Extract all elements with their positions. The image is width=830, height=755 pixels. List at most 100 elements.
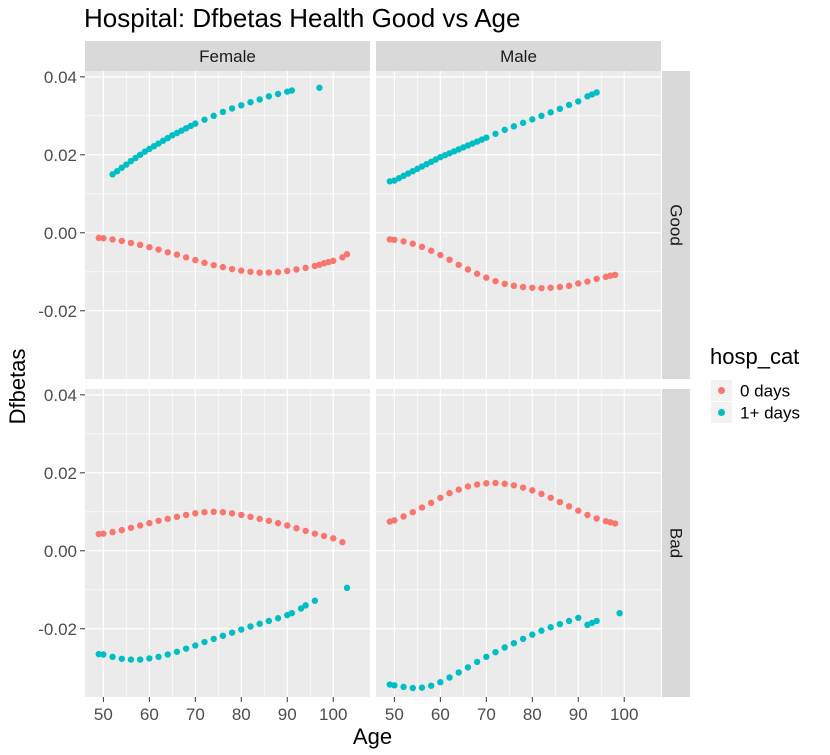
- point-0-days-female-bad: [320, 532, 328, 540]
- point-0-days-male-bad: [400, 513, 407, 520]
- point-1-days-male-bad: [593, 617, 600, 625]
- point-0-days-female-bad: [136, 522, 144, 529]
- point-1-days-female-good: [219, 108, 227, 116]
- point-1-days-female-bad: [288, 609, 296, 617]
- point-1-days-male-good: [556, 105, 564, 113]
- point-0-days-female-good: [339, 254, 346, 261]
- y-tick-label: 0.04: [44, 68, 77, 87]
- point-0-days-female-good: [284, 267, 291, 275]
- point-0-days-male-bad: [437, 494, 444, 501]
- point-1-days-male-bad: [510, 639, 518, 647]
- point-1-days-female-bad: [219, 632, 227, 639]
- legend-title: hosp_cat: [710, 344, 799, 369]
- point-1-days-male-bad: [427, 682, 435, 689]
- point-1-days-female-bad: [343, 584, 351, 592]
- strip-label-good: Good: [667, 204, 686, 246]
- point-1-days-female-good: [118, 164, 125, 171]
- point-0-days-male-bad: [538, 490, 545, 498]
- point-1-days-female-good: [256, 96, 263, 103]
- point-0-days-male-bad: [464, 483, 472, 490]
- point-1-days-female-bad: [238, 626, 245, 633]
- x-tick-label: 70: [186, 705, 205, 724]
- point-1-days-female-good: [146, 145, 153, 153]
- x-tick-label: 60: [140, 705, 159, 724]
- y-tick-label: -0.02: [38, 620, 77, 639]
- point-1-days-female-bad: [265, 617, 273, 625]
- point-1-days-male-bad: [616, 609, 623, 617]
- point-1-days-female-good: [141, 148, 148, 155]
- point-0-days-female-bad: [238, 511, 245, 519]
- point-0-days-male-bad: [575, 507, 582, 514]
- point-1-days-female-bad: [173, 648, 181, 655]
- point-0-days-female-bad: [256, 515, 263, 523]
- point-0-days-female-bad: [274, 519, 282, 527]
- point-1-days-female-good: [210, 112, 217, 120]
- strip-bad: [662, 389, 690, 697]
- point-1-days-male-bad: [575, 614, 582, 622]
- point-0-days-female-good: [201, 259, 208, 267]
- point-1-days-male-good: [501, 126, 508, 134]
- point-0-days-male-good: [510, 282, 518, 290]
- point-0-days-male-good: [386, 236, 393, 243]
- point-0-days-female-bad: [95, 530, 102, 538]
- point-0-days-male-bad: [418, 504, 426, 511]
- point-0-days-male-good: [400, 238, 407, 245]
- point-0-days-female-good: [256, 269, 263, 276]
- point-1-days-female-bad: [127, 656, 135, 663]
- point-0-days-female-good: [210, 261, 217, 269]
- point-1-days-female-bad: [311, 597, 319, 604]
- point-1-days-female-bad: [182, 645, 190, 652]
- point-1-days-male-bad: [400, 683, 407, 691]
- point-0-days-female-bad: [311, 530, 319, 537]
- point-1-days-male-bad: [538, 627, 545, 634]
- point-0-days-female-good: [109, 236, 116, 243]
- point-0-days-male-bad: [611, 520, 619, 527]
- point-0-days-female-good: [192, 256, 199, 264]
- strip-label-bad: Bad: [667, 528, 686, 558]
- point-1-days-female-bad: [297, 605, 305, 612]
- point-1-days-male-good: [529, 116, 536, 123]
- point-1-days-female-good: [113, 167, 121, 175]
- point-1-days-male-bad: [492, 648, 499, 656]
- x-tick-label: 60: [431, 705, 450, 724]
- point-0-days-male-bad: [547, 494, 554, 501]
- point-1-days-female-good: [150, 143, 158, 150]
- point-0-days-male-good: [455, 261, 462, 268]
- point-1-days-female-good: [136, 151, 144, 159]
- point-0-days-male-good: [538, 284, 545, 292]
- point-0-days-female-bad: [164, 515, 171, 523]
- x-tick-label: 100: [610, 705, 638, 724]
- point-1-days-male-bad: [437, 678, 444, 686]
- point-0-days-male-good: [427, 247, 435, 254]
- point-0-days-male-bad: [501, 480, 508, 487]
- point-0-days-female-good: [136, 241, 144, 249]
- point-0-days-female-good: [173, 251, 181, 258]
- point-0-days-female-good: [164, 249, 171, 256]
- point-0-days-female-good: [238, 267, 245, 274]
- point-0-days-female-good: [228, 265, 236, 273]
- point-0-days-female-bad: [284, 522, 291, 529]
- point-0-days-male-bad: [455, 486, 462, 493]
- point-0-days-male-bad: [427, 499, 435, 507]
- point-0-days-male-bad: [565, 503, 573, 510]
- y-tick-label: 0.00: [44, 224, 77, 243]
- point-1-days-male-bad: [391, 682, 398, 689]
- panel-male-bad: [376, 389, 661, 697]
- point-0-days-male-bad: [584, 511, 591, 519]
- point-1-days-female-bad: [146, 655, 153, 662]
- strip-label-female: Female: [199, 47, 256, 66]
- point-1-days-female-bad: [274, 615, 282, 622]
- panel-background: [376, 71, 661, 379]
- point-0-days-male-good: [437, 251, 444, 259]
- point-0-days-female-good: [274, 268, 282, 276]
- point-1-days-female-bad: [256, 620, 263, 627]
- y-tick-label: 0.04: [44, 386, 77, 405]
- point-0-days-male-bad: [446, 489, 453, 497]
- chart-title: Hospital: Dfbetas Health Good vs Age: [84, 3, 520, 33]
- point-0-days-male-good: [519, 283, 527, 291]
- point-0-days-female-good: [182, 254, 190, 261]
- point-0-days-male-good: [593, 275, 600, 283]
- point-1-days-female-good: [201, 116, 208, 123]
- point-1-days-male-bad: [455, 669, 462, 676]
- point-0-days-male-good: [611, 271, 619, 279]
